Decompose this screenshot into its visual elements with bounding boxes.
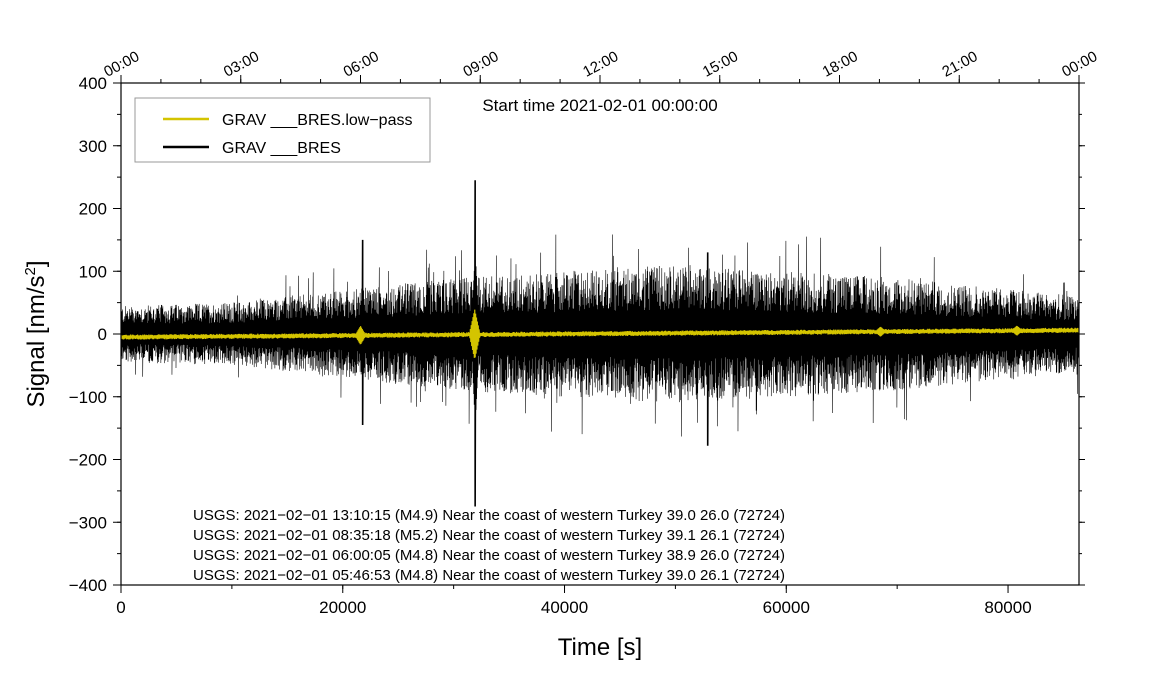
legend-label-lowpass: GRAV ___BRES.low−pass (222, 112, 412, 129)
annotation-line: USGS: 2021−02−01 06:00:05 (M4.8) Near th… (193, 547, 785, 564)
annotation-line: USGS: 2021−02−01 05:46:53 (M4.8) Near th… (193, 567, 785, 584)
y-tick-label: −400 (69, 576, 107, 595)
y-tick-label: 400 (79, 74, 107, 93)
x-axis-title: Time [s] (558, 634, 642, 661)
legend: GRAV ___BRES.low−pass GRAV ___BRES (134, 97, 431, 163)
y-tick-label: 300 (79, 137, 107, 156)
y-tick-label: 0 (98, 325, 107, 344)
annotation-line: USGS: 2021−02−01 08:35:18 (M5.2) Near th… (193, 527, 785, 544)
legend-box (134, 97, 431, 163)
y-tick-label: −300 (69, 513, 107, 532)
y-tick-label: 100 (79, 262, 107, 281)
y-axis: −400 −300 −200 −100 0 100 200 300 400 (69, 74, 1085, 595)
series-grav-bres (121, 180, 1079, 507)
annotation-line: USGS: 2021−02−01 13:10:15 (M4.9) Near th… (193, 507, 785, 524)
x-tick-label: 0 (116, 598, 125, 617)
y-tick-label: 200 (79, 200, 107, 219)
chart-title: Start time 2021-02-01 00:00:00 (482, 96, 717, 115)
x-tick-label: 80000 (984, 598, 1031, 617)
x-tick-label: 20000 (319, 598, 366, 617)
earthquake-annotations: USGS: 2021−02−01 13:10:15 (M4.9) Near th… (193, 507, 785, 584)
y-tick-label: −200 (69, 451, 107, 470)
legend-label-raw: GRAV ___BRES (222, 140, 341, 157)
y-axis-title: Signal [nm/s2] (22, 260, 50, 407)
x-tick-label: 40000 (541, 598, 588, 617)
series-layer (121, 180, 1079, 507)
x-tick-label: 60000 (763, 598, 810, 617)
x-axis: 0 20000 40000 60000 80000 (116, 585, 1032, 617)
series-grav-bres-lowpass (121, 309, 1079, 358)
y-tick-label: −100 (69, 388, 107, 407)
